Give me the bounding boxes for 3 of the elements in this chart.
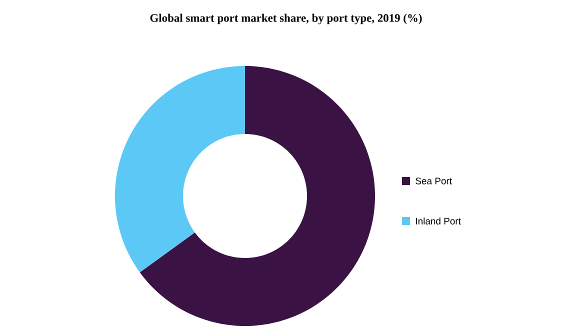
legend-label: Inland Port <box>416 218 461 224</box>
chart-title: Global smart port market share, by port type, 2019 (%) <box>150 14 422 24</box>
legend-label: Sea Port <box>416 178 452 184</box>
